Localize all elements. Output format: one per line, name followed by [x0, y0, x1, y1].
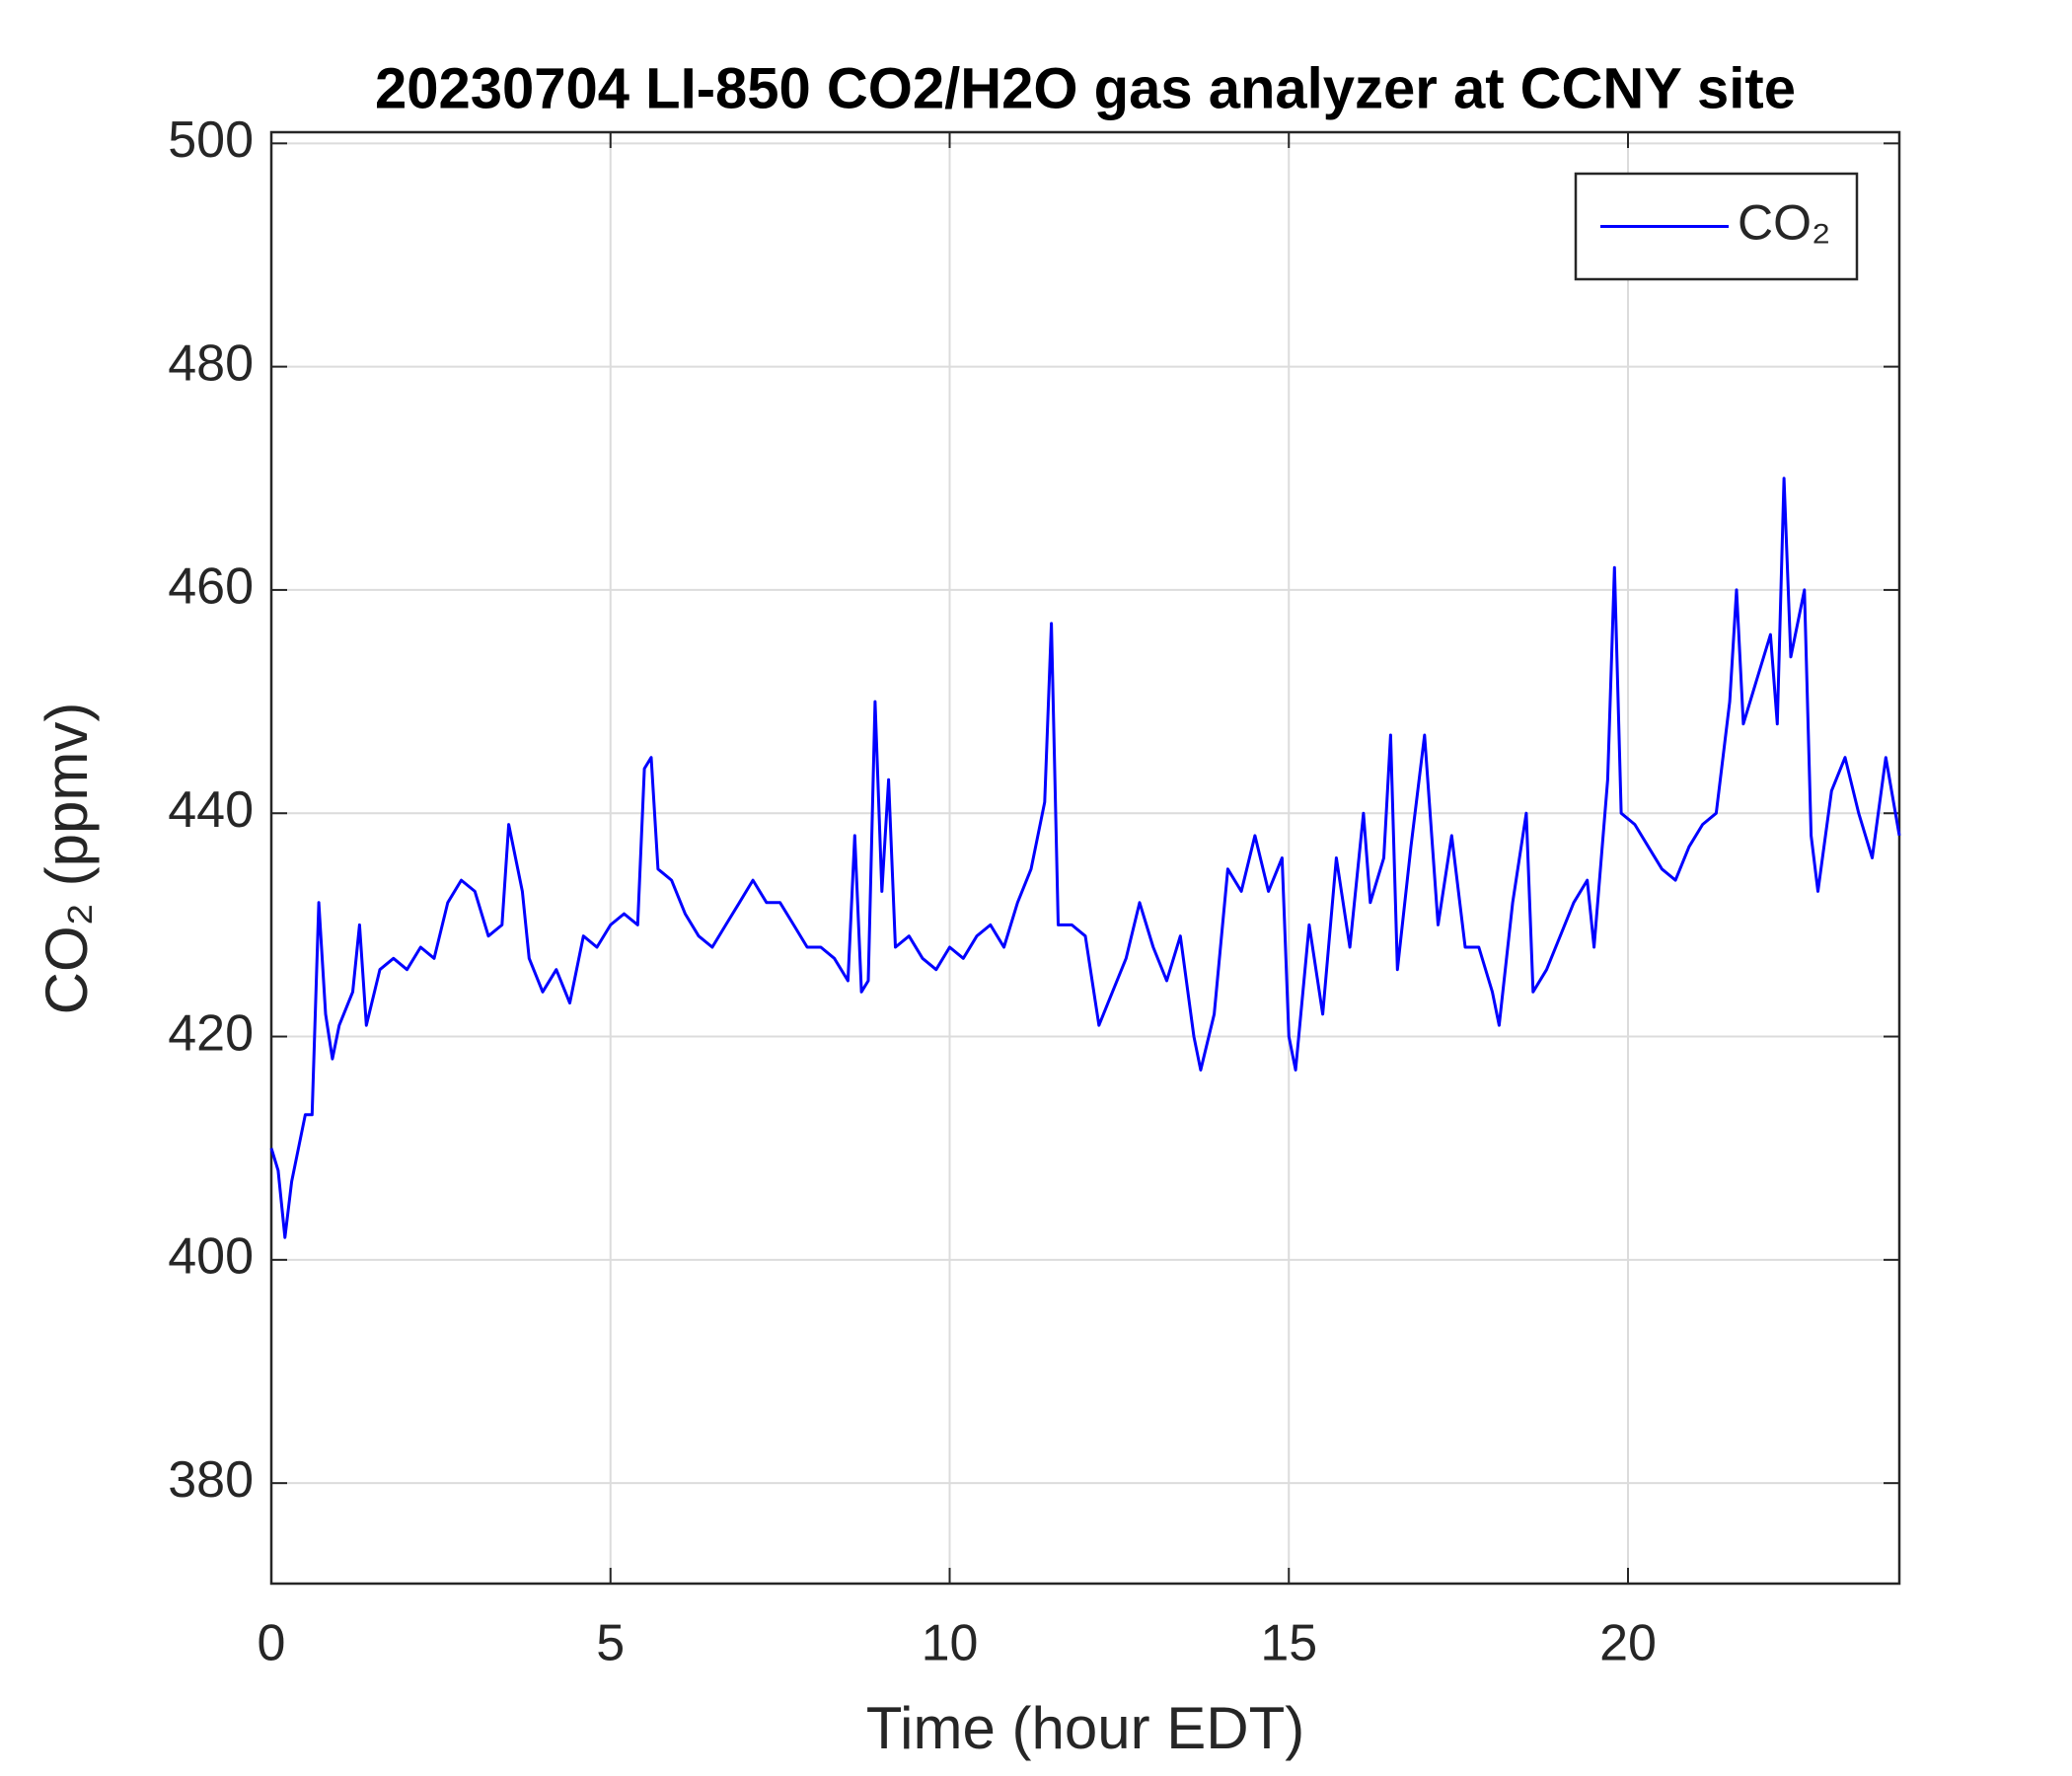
- y-tick-label: 480: [168, 334, 254, 392]
- plot-frame: [269, 130, 1901, 1586]
- data-line: [269, 477, 1901, 1239]
- x-tick-label: 15: [1260, 1615, 1317, 1672]
- y-tick-label: 420: [168, 1004, 254, 1062]
- y-tick-label: 500: [168, 111, 254, 169]
- y-tick-label: 400: [168, 1228, 254, 1286]
- x-tick-label: 5: [596, 1615, 625, 1672]
- x-tick-label: 20: [1599, 1615, 1657, 1672]
- legend-label: CO₂: [1738, 195, 1830, 251]
- chart-title: 20230704 LI-850 CO2/H2O gas analyzer at …: [375, 56, 1796, 120]
- y-tick-label: 380: [168, 1451, 254, 1509]
- x-tick-label: 0: [258, 1615, 286, 1672]
- y-axis-label: CO₂ (ppmv): [34, 703, 100, 1015]
- y-tick-label: 440: [168, 781, 254, 839]
- x-axis-label: Time (hour EDT): [866, 1695, 1305, 1761]
- y-tick-label: 460: [168, 558, 254, 616]
- x-tick-label: 10: [922, 1615, 979, 1672]
